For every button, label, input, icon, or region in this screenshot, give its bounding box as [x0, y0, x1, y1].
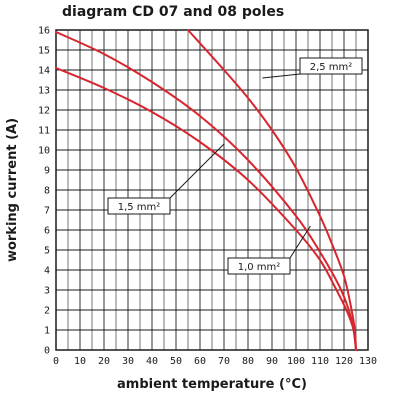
callout-leader	[262, 73, 301, 79]
x-tick-label: 40	[146, 356, 158, 367]
series-lines	[55, 29, 357, 351]
y-tick-label: 6	[44, 226, 50, 237]
series-line-1	[187, 29, 357, 351]
y-tick-label: 11	[38, 126, 50, 137]
series-line-3	[55, 67, 357, 351]
x-tick-label: 70	[218, 356, 230, 367]
x-tick-label: 110	[311, 356, 329, 367]
y-tick-label: 0	[44, 346, 50, 357]
x-tick-labels: 0 10 20 30 40 50 60 70 80 90 100 110 120 130	[53, 356, 377, 367]
y-tick-label: 10	[38, 146, 50, 157]
callout-label: 1,5 mm²	[118, 202, 161, 213]
x-tick-label: 80	[242, 356, 254, 367]
plot-frame	[55, 29, 369, 351]
y-tick-label: 13	[38, 86, 50, 97]
callout-box	[227, 257, 291, 275]
series-line-2	[55, 31, 357, 351]
y-tick-label: 2	[44, 306, 50, 317]
y-tick-label: 3	[44, 286, 50, 297]
callout-label: 2,5 mm²	[310, 62, 353, 73]
y-tick-label: 9	[44, 166, 50, 177]
callout-box	[107, 197, 171, 215]
y-tick-label: 7	[44, 206, 50, 217]
callout-leader	[289, 225, 311, 259]
grid	[55, 29, 369, 351]
y-tick-label: 14	[38, 66, 50, 77]
y-tick-label: 4	[44, 266, 50, 277]
x-tick-label: 50	[170, 356, 182, 367]
y-tick-label: 5	[44, 246, 50, 257]
y-tick-label: 16	[38, 26, 50, 37]
x-tick-label: 10	[74, 356, 86, 367]
y-tick-label: 8	[44, 186, 50, 197]
series-callouts: 2,5 mm² 1,5 mm² 1,0 mm²	[107, 57, 363, 275]
x-tick-label: 30	[122, 356, 134, 367]
y-tick-label: 1	[44, 326, 50, 337]
x-tick-label: 20	[98, 356, 110, 367]
callout-leader	[169, 143, 225, 199]
chart-title: diagram CD 07 and 08 poles	[62, 4, 284, 20]
x-tick-label: 100	[287, 356, 305, 367]
x-tick-label: 130	[359, 356, 377, 367]
x-axis-label: ambient temperature (°C)	[117, 377, 307, 392]
y-tick-label: 15	[38, 46, 50, 57]
x-tick-label: 120	[335, 356, 353, 367]
x-tick-label: 0	[53, 356, 59, 367]
y-axis-label: working current (A)	[5, 118, 20, 262]
x-tick-label: 90	[266, 356, 278, 367]
callout-box	[299, 57, 363, 75]
y-tick-label: 12	[38, 106, 50, 117]
callout-label: 1,0 mm²	[238, 262, 281, 273]
x-tick-label: 60	[194, 356, 206, 367]
